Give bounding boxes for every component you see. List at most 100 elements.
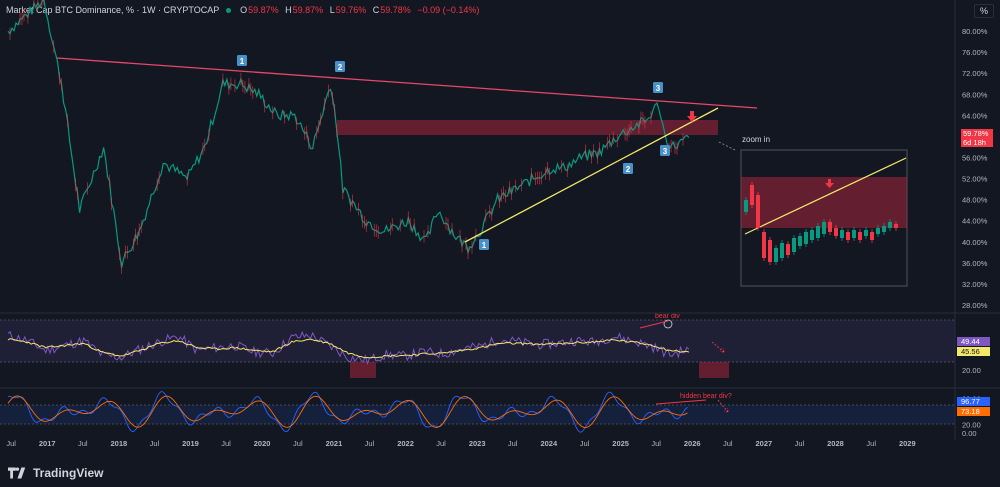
open-value: 59.87% xyxy=(248,5,279,15)
inset-candle xyxy=(822,222,826,234)
rsi-down-arrow-icon xyxy=(711,341,725,353)
price-tick-label: 32.00% xyxy=(962,280,988,289)
rsi-band xyxy=(0,320,955,362)
inset-candle xyxy=(870,232,874,240)
change-value: −0.09 (−0.14%) xyxy=(417,5,480,15)
time-tick-label: 2020 xyxy=(254,439,271,448)
inset-candle xyxy=(792,238,796,252)
countdown-label: 6d 18h xyxy=(963,138,986,147)
price-tick-label: 36.00% xyxy=(962,259,988,268)
wave-label: 2 xyxy=(338,63,343,72)
rsi-line xyxy=(7,330,690,365)
time-tick-label: Jul xyxy=(580,439,590,448)
open-label: O xyxy=(240,5,248,15)
hidden-bear-div-line xyxy=(655,399,707,405)
inset-candle xyxy=(774,248,778,262)
wave-labels: 1 2 3 1 2 3 xyxy=(237,55,670,250)
time-tick-label: Jul xyxy=(150,439,160,448)
time-tick-label: 2025 xyxy=(612,439,629,448)
stoch-d-last-value: 73.18 xyxy=(961,407,980,416)
stoch-k-last-value: 96.77 xyxy=(961,397,980,406)
ascending-support-line xyxy=(464,107,719,243)
tradingview-logo: TradingView xyxy=(8,466,103,480)
price-tick-label: 68.00% xyxy=(962,90,988,99)
time-tick-label: 2026 xyxy=(684,439,701,448)
zoom-inset xyxy=(740,149,908,287)
price-tick-label: 56.00% xyxy=(962,154,988,163)
time-tick-label: Jul xyxy=(723,439,733,448)
close-label: C xyxy=(372,5,380,15)
red-arrow-icon xyxy=(687,111,697,122)
price-tick-label: 28.00% xyxy=(962,301,988,310)
high-value: 59.87% xyxy=(292,5,324,15)
rsi-ma-last-value: 45.56 xyxy=(961,347,980,356)
bear-div-label: bear div xyxy=(655,313,680,320)
wave-label-box xyxy=(660,145,670,156)
scale-unit-button[interactable]: % xyxy=(974,4,994,18)
price-axis: 80.00%76.00%72.00%68.00%64.00%60.00%56.0… xyxy=(962,27,988,310)
inset-candle xyxy=(762,232,766,258)
close-value: 59.78% xyxy=(380,5,411,15)
inset-candle xyxy=(840,230,844,238)
time-tick-label: 2021 xyxy=(326,439,343,448)
rsi-ma-line xyxy=(7,338,690,359)
countdown-tag xyxy=(961,138,993,147)
symbol-legend: Market Cap BTC Dominance, % · 1W · CRYPT… xyxy=(6,5,479,15)
time-tick-label: Jul xyxy=(293,439,303,448)
inset-candle xyxy=(888,222,892,228)
stoch-pane: hidden bear div? 80.0020.000.00 96.77 73… xyxy=(0,391,990,438)
zoom-label: zoom in xyxy=(742,135,770,144)
price-tick-label: 64.00% xyxy=(962,111,988,120)
inset-red-arrow-icon xyxy=(825,179,834,188)
last-price-label: 59.78% xyxy=(963,129,989,138)
time-tick-label: Jul xyxy=(866,439,876,448)
inset-candle xyxy=(786,244,790,255)
stoch-band xyxy=(0,405,955,424)
high-label: H xyxy=(285,5,292,15)
wave-label: 3 xyxy=(656,84,661,93)
inset-candle xyxy=(816,226,820,238)
inset-candle xyxy=(894,224,898,228)
descending-trendline xyxy=(56,57,758,109)
wave-label-box xyxy=(237,55,247,66)
hidden-bear-div-label: hidden bear div? xyxy=(680,393,732,400)
tradingview-logo-icon xyxy=(8,467,26,479)
stoch-tick-label: 20.00 xyxy=(962,420,981,429)
inset-candle xyxy=(858,232,862,240)
inset-candle xyxy=(780,243,784,258)
wave-label: 1 xyxy=(482,241,487,250)
brand-name: TradingView xyxy=(33,466,104,480)
inset-candle xyxy=(828,222,832,232)
time-tick-label: Jul xyxy=(221,439,231,448)
inset-candle xyxy=(798,236,802,246)
low-value: 59.76% xyxy=(335,5,367,15)
inset-support-line xyxy=(744,157,907,235)
price-tick-label: 44.00% xyxy=(962,217,988,226)
resistance-zone xyxy=(337,120,718,135)
time-tick-label: Jul xyxy=(651,439,661,448)
wave-label: 1 xyxy=(240,57,245,66)
price-tick-label: 72.00% xyxy=(962,69,988,78)
wave-label: 3 xyxy=(663,147,668,156)
time-tick-label: Jul xyxy=(795,439,805,448)
time-tick-label: 2027 xyxy=(756,439,773,448)
rsi-low-zone-2 xyxy=(699,362,729,378)
time-tick-label: Jul xyxy=(365,439,375,448)
rsi-low-zone-1 xyxy=(350,362,376,378)
time-tick-label: Jul xyxy=(78,439,88,448)
rsi-last-value: 49.44 xyxy=(961,337,980,346)
time-tick-label: Jul xyxy=(508,439,518,448)
price-tick-label: 40.00% xyxy=(962,238,988,247)
price-tick-label: 76.00% xyxy=(962,48,988,57)
time-tick-label: 2024 xyxy=(540,439,558,448)
time-tick-label: Jul xyxy=(436,439,446,448)
wave-label-box xyxy=(335,61,345,72)
inset-candles xyxy=(744,182,898,265)
stoch-tick-label: 0.00 xyxy=(962,429,977,438)
price-tick-label: 48.00% xyxy=(962,196,988,205)
bear-div-line xyxy=(639,320,669,329)
time-tick-label: 2023 xyxy=(469,439,486,448)
time-tick-label: 2022 xyxy=(397,439,414,448)
